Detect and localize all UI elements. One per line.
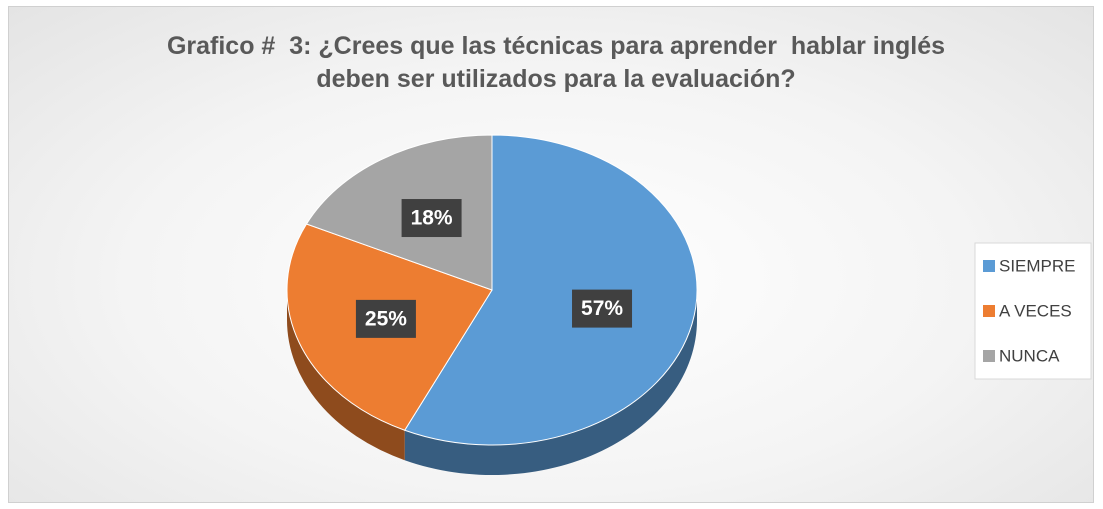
slice-side	[404, 290, 697, 476]
chart-title: Grafico # 3: ¿Crees que las técnicas par…	[166, 32, 952, 93]
data-label: 57%	[581, 297, 623, 320]
data-label-box	[401, 199, 462, 238]
legend-swatch	[983, 305, 995, 317]
slice	[403, 134, 698, 446]
legend-label: NUNCA	[999, 346, 1060, 365]
legend-swatch	[983, 260, 995, 272]
legend-label: SIEMPRE	[999, 256, 1076, 275]
data-label-box	[355, 299, 416, 338]
data-label: 25%	[365, 307, 407, 330]
data-label-box	[572, 289, 633, 328]
legend-label: A VECES	[999, 301, 1072, 320]
slice	[305, 134, 493, 291]
data-label: 18%	[411, 207, 453, 230]
legend-swatch	[983, 350, 995, 362]
